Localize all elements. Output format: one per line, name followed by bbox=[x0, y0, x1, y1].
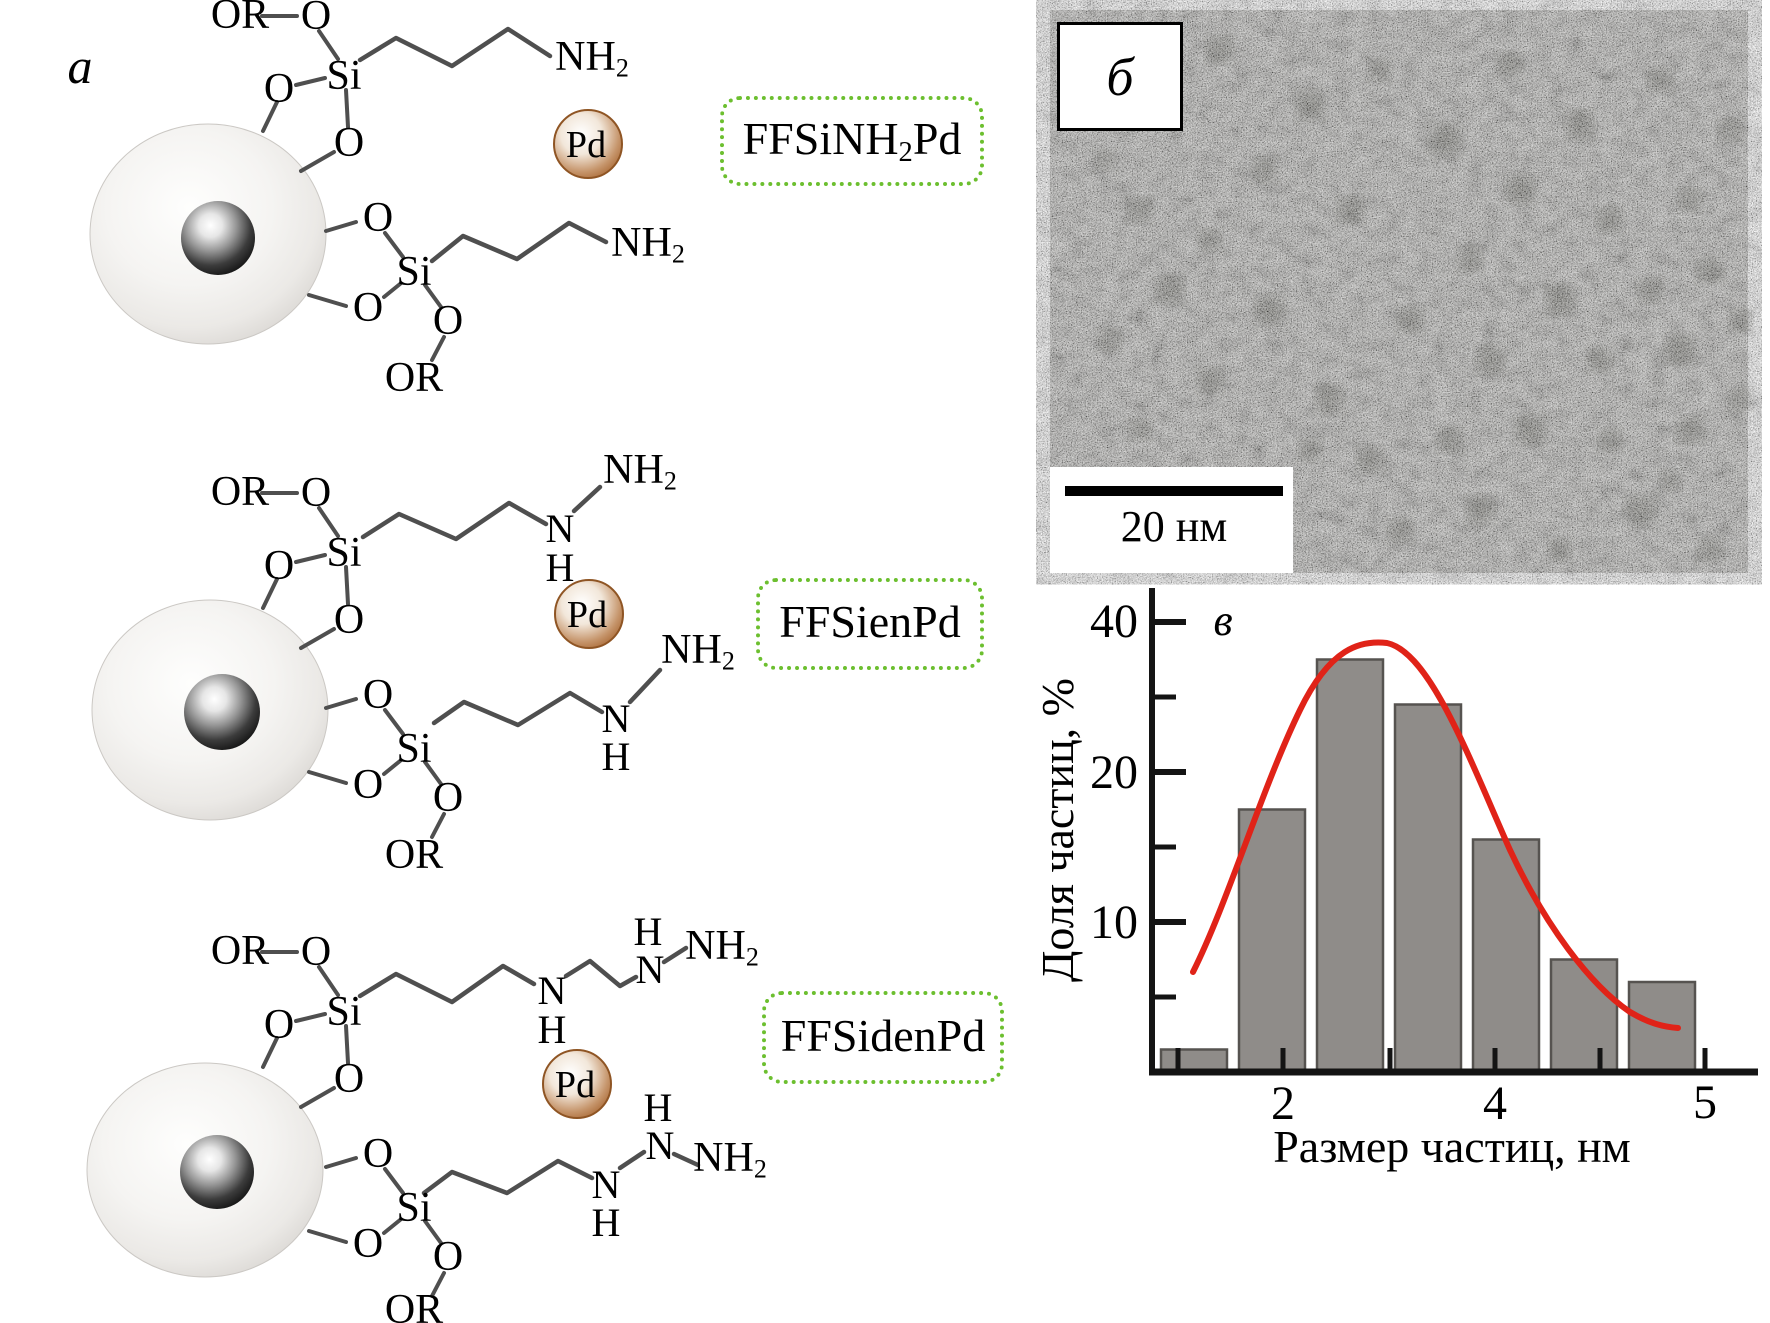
compound-name: FFSiNH2Pd bbox=[742, 113, 962, 169]
structure-ffsienpd bbox=[91, 484, 663, 839]
si-atom-label: Si bbox=[396, 249, 432, 295]
h-atom-label: H bbox=[601, 734, 631, 779]
n-atom-label: N bbox=[545, 506, 575, 551]
compound-box-ffsienpd: FFSienPd bbox=[756, 578, 984, 670]
x-tick-4: 4 bbox=[1483, 1077, 1507, 1130]
pd-atom-label: Pd bbox=[554, 1064, 596, 1106]
n-atom-label: N bbox=[601, 696, 631, 741]
o-atom-label: O bbox=[333, 1056, 365, 1102]
o-atom-label: O bbox=[362, 195, 394, 241]
si-atom-label: Si bbox=[326, 53, 362, 99]
histogram-bar bbox=[1471, 838, 1541, 1074]
or-atom-label: OR bbox=[210, 0, 270, 38]
h-atom-label: H bbox=[545, 545, 575, 590]
n-atom-label: N bbox=[635, 947, 665, 992]
o-atom-label: O bbox=[263, 543, 295, 589]
o-atom-label: O bbox=[263, 1002, 295, 1048]
x-tick-2: 2 bbox=[1271, 1077, 1295, 1130]
compound-box-ffsidenpd: FFSidenPd bbox=[762, 991, 1004, 1084]
pd-atom-label: Pd bbox=[566, 594, 608, 636]
structure-ffsidenpd bbox=[86, 945, 701, 1298]
o-atom-label: O bbox=[333, 597, 365, 643]
histogram-bar bbox=[1549, 958, 1619, 1074]
nh2-group-label: NH2 bbox=[603, 447, 677, 496]
y-tick-20: 20 bbox=[1090, 746, 1138, 799]
panel-b-letter: б bbox=[1106, 46, 1134, 107]
histogram-bar bbox=[1315, 658, 1385, 1074]
compound-name: FFSienPd bbox=[779, 596, 961, 648]
y-tick-40: 40 bbox=[1090, 595, 1138, 648]
histogram-bar bbox=[1393, 703, 1463, 1074]
or-atom-label: OR bbox=[384, 1287, 444, 1323]
histogram-bar bbox=[1237, 808, 1307, 1074]
nh2-group-label: NH2 bbox=[693, 1135, 767, 1184]
y-axis-title: Доля частиц, % bbox=[1032, 677, 1083, 983]
o-atom-label: O bbox=[300, 470, 332, 516]
o-atom-label: O bbox=[362, 1131, 394, 1177]
o-atom-label: O bbox=[300, 929, 332, 975]
o-atom-label: O bbox=[352, 285, 384, 331]
or-atom-label: OR bbox=[384, 832, 444, 878]
x-tick-5: 5 bbox=[1693, 1076, 1717, 1129]
h-atom-label: H bbox=[537, 1007, 567, 1052]
o-atom-label: O bbox=[362, 672, 394, 718]
histogram-chart bbox=[1149, 588, 1758, 1076]
o-atom-label: O bbox=[263, 66, 295, 112]
si-atom-label: Si bbox=[396, 1185, 432, 1231]
nh2-group-label: NH2 bbox=[555, 34, 629, 83]
pd-nanoparticle-icon bbox=[554, 579, 624, 649]
x-axis-title: Размер частиц, нм bbox=[1273, 1121, 1631, 1172]
nh2-group-label: NH2 bbox=[611, 220, 685, 269]
o-atom-label: O bbox=[352, 762, 384, 808]
h-atom-label: H bbox=[591, 1200, 621, 1245]
n-atom-label: N bbox=[537, 968, 567, 1013]
si-atom-label: Si bbox=[396, 726, 432, 772]
distribution-fit-curve bbox=[1190, 639, 1681, 1031]
nh2-group-label: NH2 bbox=[685, 923, 759, 972]
or-atom-label: OR bbox=[210, 928, 270, 974]
pd-nanoparticle-icon bbox=[542, 1049, 612, 1119]
compound-name: FFSidenPd bbox=[780, 1009, 986, 1061]
h-atom-label: H bbox=[633, 909, 663, 954]
compound-box-ffsinh2pd: FFSiNH2Pd bbox=[720, 96, 984, 186]
o-atom-label: O bbox=[333, 120, 365, 166]
or-atom-label: OR bbox=[210, 469, 270, 515]
nh2-group-label: NH2 bbox=[661, 627, 735, 676]
pd-nanoparticle-icon bbox=[553, 109, 623, 179]
o-atom-label: O bbox=[352, 1221, 384, 1267]
scale-bar bbox=[1065, 486, 1283, 496]
o-atom-label: O bbox=[300, 0, 332, 39]
y-tick-10: 10 bbox=[1090, 896, 1138, 949]
or-atom-label: OR bbox=[384, 355, 444, 401]
panel-c-letter: в bbox=[1213, 596, 1233, 645]
pd-atom-label: Pd bbox=[565, 124, 607, 166]
scale-bar-label: 20 нм bbox=[1120, 502, 1228, 551]
si-atom-label: Si bbox=[326, 989, 362, 1035]
o-atom-label: O bbox=[432, 1234, 464, 1280]
o-atom-label: O bbox=[432, 298, 464, 344]
panel-a-letter: a bbox=[67, 38, 93, 94]
h-atom-label: H bbox=[643, 1085, 673, 1130]
panel-b-label-box: б bbox=[1057, 22, 1183, 131]
o-atom-label: O bbox=[432, 775, 464, 821]
structure-ffsinh2pd bbox=[89, 14, 623, 362]
n-atom-label: N bbox=[591, 1162, 621, 1207]
si-atom-label: Si bbox=[326, 530, 362, 576]
n-atom-label: N bbox=[645, 1123, 675, 1168]
